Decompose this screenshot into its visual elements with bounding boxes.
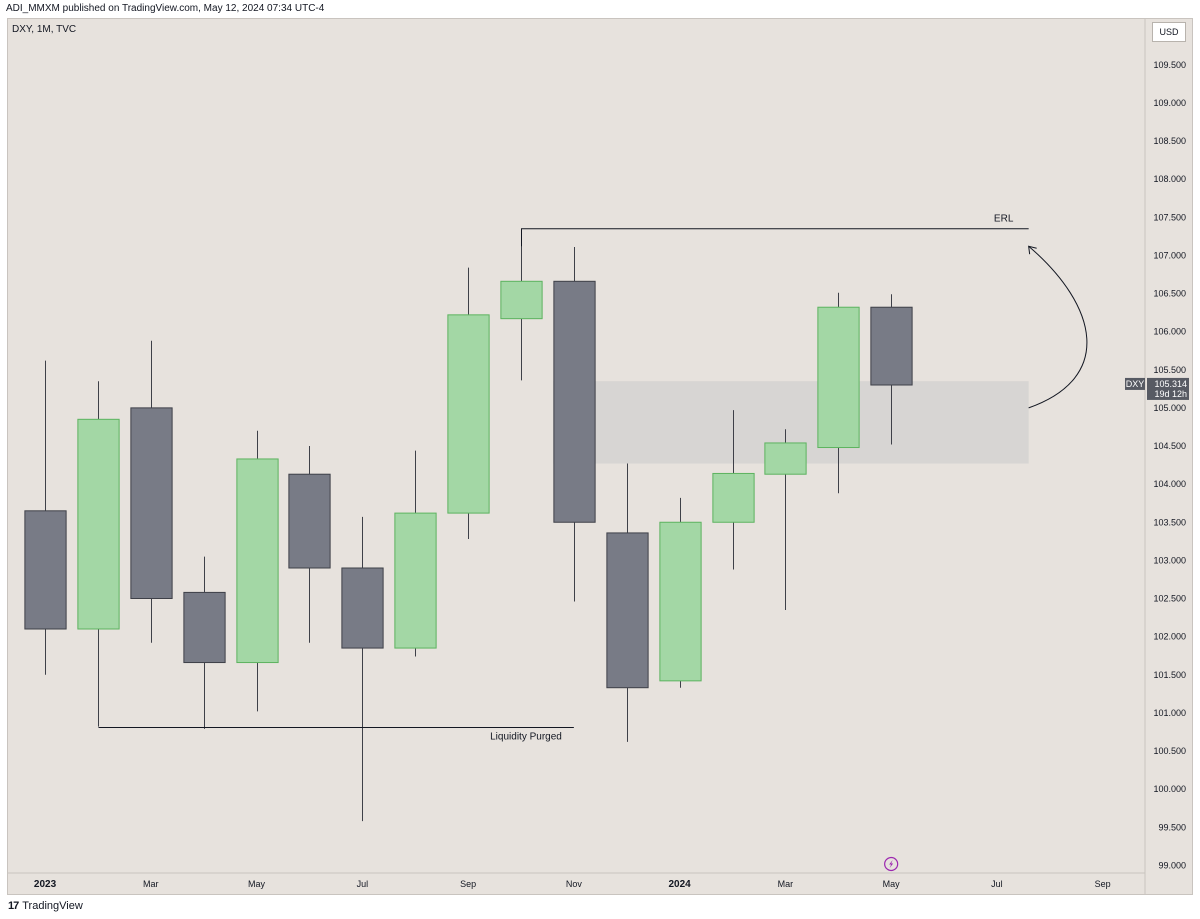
x-tick-label: May xyxy=(883,879,901,889)
bull-candle-body xyxy=(447,314,490,514)
candle-2023-04[interactable] xyxy=(183,556,226,729)
tradingview-brand-text: TradingView xyxy=(22,900,83,912)
bear-candle-body xyxy=(870,306,913,386)
bear-candle-body xyxy=(606,532,649,689)
x-tick-label: Mar xyxy=(778,879,794,889)
candle-2024-02[interactable] xyxy=(712,410,755,570)
bull-candle-body xyxy=(712,472,755,523)
lightning-icon-ring xyxy=(884,856,899,872)
y-tick-label: 104.500 xyxy=(1153,441,1186,451)
bull-candle-body xyxy=(500,280,543,320)
bear-candle-body xyxy=(130,407,173,599)
tradingview-logo-icon: 17 xyxy=(8,900,19,912)
bull-candle-body xyxy=(236,458,279,664)
x-tick-label: 2023 xyxy=(34,879,57,890)
candle-2023-05[interactable] xyxy=(236,430,279,712)
x-tick-label: Jul xyxy=(991,879,1003,889)
candle-2023-03[interactable] xyxy=(130,340,173,643)
y-tick-label: 104.000 xyxy=(1153,479,1186,489)
candle-2023-11[interactable] xyxy=(553,246,596,602)
liquidity-purged-label: Liquidity Purged xyxy=(490,732,562,743)
bull-candle-body xyxy=(394,512,437,649)
y-tick-label: 105.000 xyxy=(1153,403,1186,413)
candle-2024-04[interactable] xyxy=(817,292,860,494)
y-tick-label: 105.500 xyxy=(1153,365,1186,375)
y-tick-label: 108.500 xyxy=(1153,136,1186,146)
x-tick-label: Sep xyxy=(1095,879,1111,889)
projection-arrow xyxy=(1028,245,1088,409)
y-tick-label: 103.500 xyxy=(1153,517,1186,527)
y-tick-label: 107.000 xyxy=(1153,250,1186,260)
y-tick-label: 100.000 xyxy=(1153,784,1186,794)
last-price-text: 105.314 xyxy=(1154,379,1187,389)
x-tick-label: Mar xyxy=(143,879,159,889)
x-tick-label: May xyxy=(248,879,266,889)
candle-2024-03[interactable] xyxy=(764,429,807,610)
candle-2023-07[interactable] xyxy=(341,516,384,822)
bear-candle-body xyxy=(24,510,67,630)
candle-2023-08[interactable] xyxy=(394,450,437,657)
candle-2023-09[interactable] xyxy=(447,267,490,540)
bear-candle-body xyxy=(288,473,331,569)
y-tick-label: 108.000 xyxy=(1153,174,1186,184)
y-tick-label: 101.000 xyxy=(1153,708,1186,718)
bull-candle-body xyxy=(817,306,860,449)
y-tick-label: 109.500 xyxy=(1153,60,1186,70)
erl-line xyxy=(521,228,1029,247)
y-tick-label: 106.000 xyxy=(1153,327,1186,337)
lightning-icon[interactable] xyxy=(884,856,899,872)
symbol-interval-label[interactable]: DXY, 1M, TVC xyxy=(12,24,77,35)
bull-candle-body xyxy=(764,442,807,475)
erl-label: ERL xyxy=(994,214,1014,225)
y-tick-label: 103.000 xyxy=(1153,555,1186,565)
last-price-tag[interactable] xyxy=(1147,377,1189,400)
bull-candle-body xyxy=(77,418,120,630)
y-tick-label: 101.500 xyxy=(1153,670,1186,680)
y-tick-label: 102.500 xyxy=(1153,594,1186,604)
tradingview-logo[interactable]: 17 TradingView xyxy=(8,900,83,912)
x-tick-label: Jul xyxy=(357,879,369,889)
projection-arrow-head xyxy=(1028,245,1037,255)
publish-header: ADI_MMXM published on TradingView.com, M… xyxy=(0,0,1200,18)
candle-2023-01[interactable] xyxy=(24,360,67,675)
y-tick-label: 109.000 xyxy=(1153,98,1186,108)
bear-candle-body xyxy=(183,591,226,664)
bar-countdown-text: 19d 12h xyxy=(1154,389,1187,399)
y-tick-label: 106.500 xyxy=(1153,289,1186,299)
x-tick-label: 2024 xyxy=(668,879,691,890)
candle-2023-12[interactable] xyxy=(606,463,649,742)
candle-2024-01[interactable] xyxy=(659,497,702,688)
symbol-tag-text: DXY xyxy=(1126,379,1145,389)
candle-2023-02[interactable] xyxy=(77,381,120,727)
y-tick-label: 100.500 xyxy=(1153,746,1186,756)
x-tick-label: Nov xyxy=(566,879,583,889)
currency-button[interactable]: USD xyxy=(1152,22,1186,42)
footer-bar xyxy=(0,897,1200,919)
bear-candle-body xyxy=(553,280,596,523)
x-tick-label: Sep xyxy=(460,879,476,889)
symbol-tag[interactable] xyxy=(1125,377,1145,390)
y-tick-label: 107.500 xyxy=(1153,212,1186,222)
bear-candle-body xyxy=(341,567,384,649)
bull-candle-body xyxy=(659,521,702,682)
lightning-icon-bolt xyxy=(889,860,894,868)
candle-2023-06[interactable] xyxy=(288,446,331,643)
y-tick-label: 102.000 xyxy=(1153,632,1186,642)
y-tick-label: 99.500 xyxy=(1158,822,1186,832)
candle-2024-05[interactable] xyxy=(870,294,913,445)
y-tick-label: 99.000 xyxy=(1158,860,1186,870)
candle-2023-10[interactable] xyxy=(500,228,543,381)
